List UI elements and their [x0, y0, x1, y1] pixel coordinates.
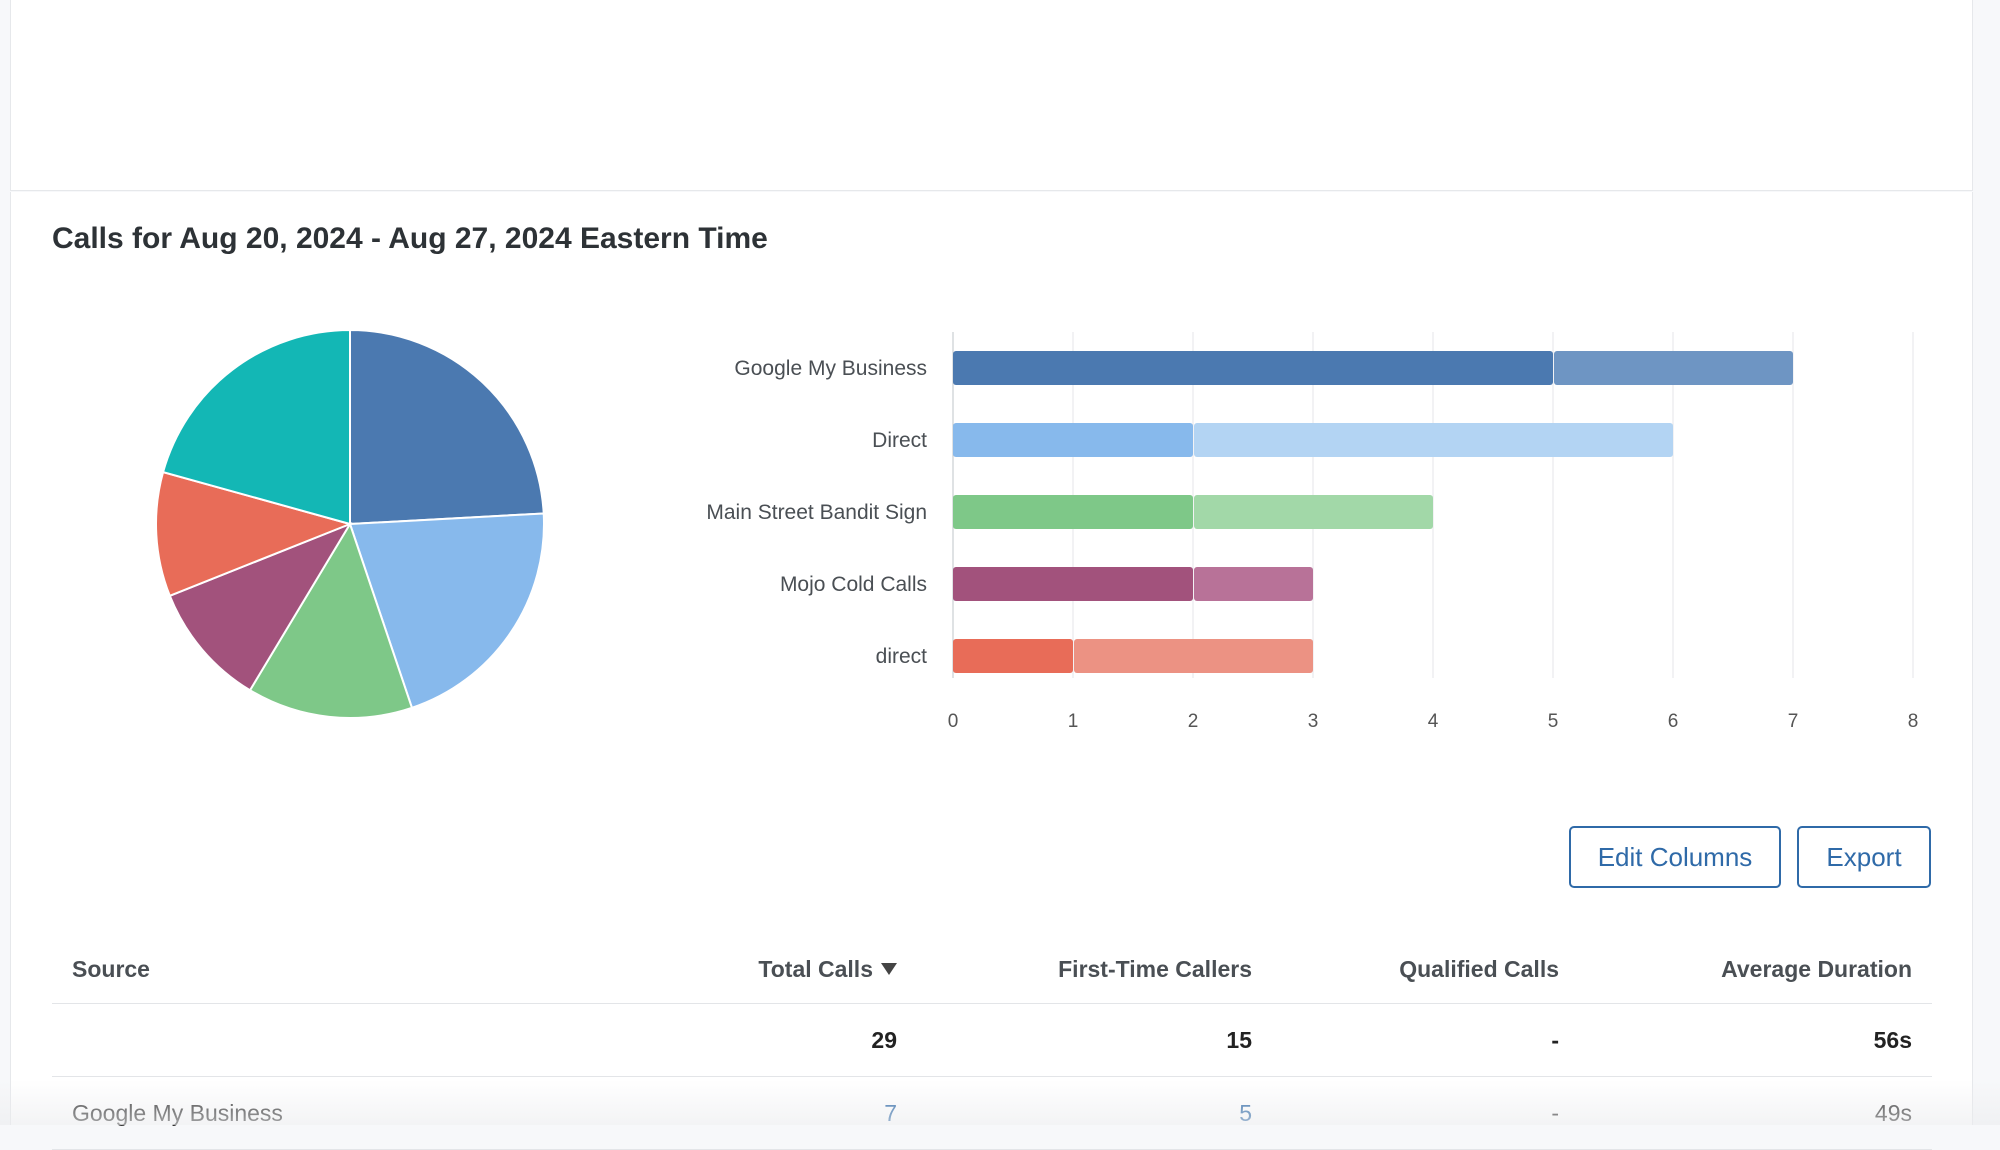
- bar-segment[interactable]: [953, 495, 1193, 529]
- x-tick-label: 8: [1908, 711, 1919, 732]
- bar-segment[interactable]: [953, 639, 1073, 673]
- row-source: Google My Business: [72, 1099, 283, 1126]
- page-title: Calls for Aug 20, 2024 - Aug 27, 2024 Ea…: [52, 222, 768, 255]
- column-header-average-duration[interactable]: Average Duration: [1721, 955, 1912, 982]
- bar-segment[interactable]: [953, 351, 1553, 385]
- category-label: direct: [876, 645, 928, 668]
- category-label: Google My Business: [734, 357, 927, 380]
- x-tick-label: 4: [1428, 711, 1439, 732]
- table-header-row: Source Total Calls First-Time Callers Qu…: [52, 935, 1932, 1004]
- bar-segment[interactable]: [953, 423, 1193, 457]
- x-tick-label: 0: [948, 711, 959, 732]
- bar-segment[interactable]: [1074, 639, 1313, 673]
- table-totals-row: 29 15 - 56s: [52, 1004, 1932, 1077]
- pie-slice[interactable]: [161, 328, 351, 526]
- pie-slice[interactable]: [348, 512, 545, 710]
- category-label: Direct: [872, 429, 927, 452]
- pie-slice[interactable]: [155, 470, 354, 598]
- column-header-total-calls-label: Total Calls: [758, 955, 873, 982]
- x-tick-label: 2: [1188, 711, 1199, 732]
- edit-columns-button[interactable]: Edit Columns: [1569, 826, 1781, 888]
- row-first-time-link[interactable]: 5: [1239, 1099, 1252, 1126]
- bar-segment[interactable]: [953, 567, 1193, 601]
- pie-slice[interactable]: [168, 521, 353, 692]
- x-tick-label: 3: [1308, 711, 1319, 732]
- category-label: Main Street Bandit Sign: [706, 501, 927, 524]
- column-header-source[interactable]: Source: [72, 955, 150, 982]
- table-row: Google My Business 7 5 - 49s: [52, 1077, 1932, 1150]
- x-tick-label: 1: [1068, 711, 1079, 732]
- category-label: Mojo Cold Calls: [780, 573, 927, 596]
- row-total-calls-link[interactable]: 7: [884, 1099, 897, 1126]
- x-tick-label: 6: [1668, 711, 1679, 732]
- column-header-qualified-calls[interactable]: Qualified Calls: [1399, 955, 1559, 982]
- pie-chart: [155, 328, 545, 719]
- totals-total-calls: 29: [871, 1026, 897, 1053]
- bar-segment[interactable]: [1194, 495, 1433, 529]
- sort-desc-icon: [881, 963, 897, 975]
- pie-slice[interactable]: [349, 328, 545, 526]
- top-panel: [10, 0, 1973, 191]
- row-qualified: -: [1551, 1099, 1559, 1126]
- export-button[interactable]: Export: [1797, 826, 1931, 888]
- totals-qualified: -: [1551, 1026, 1559, 1053]
- bar-segment[interactable]: [1554, 351, 1793, 385]
- calls-table: Source Total Calls First-Time Callers Qu…: [52, 935, 1932, 1150]
- row-avg-duration: 49s: [1874, 1099, 1912, 1126]
- pie-slice[interactable]: [248, 521, 414, 719]
- totals-first-time: 15: [1226, 1026, 1252, 1053]
- x-tick-label: 7: [1788, 711, 1799, 732]
- bar-chart: 0 1 2 3 4 5 6 7 8 Google My Business Direct Main St…: [706, 332, 1919, 732]
- column-header-first-time-callers[interactable]: First-Time Callers: [1058, 955, 1252, 982]
- x-tick-label: 5: [1548, 711, 1559, 732]
- bar-segment[interactable]: [1194, 423, 1673, 457]
- bar-segment[interactable]: [1194, 567, 1313, 601]
- column-header-total-calls[interactable]: Total Calls: [758, 935, 897, 1003]
- totals-avg-duration: 56s: [1873, 1026, 1912, 1053]
